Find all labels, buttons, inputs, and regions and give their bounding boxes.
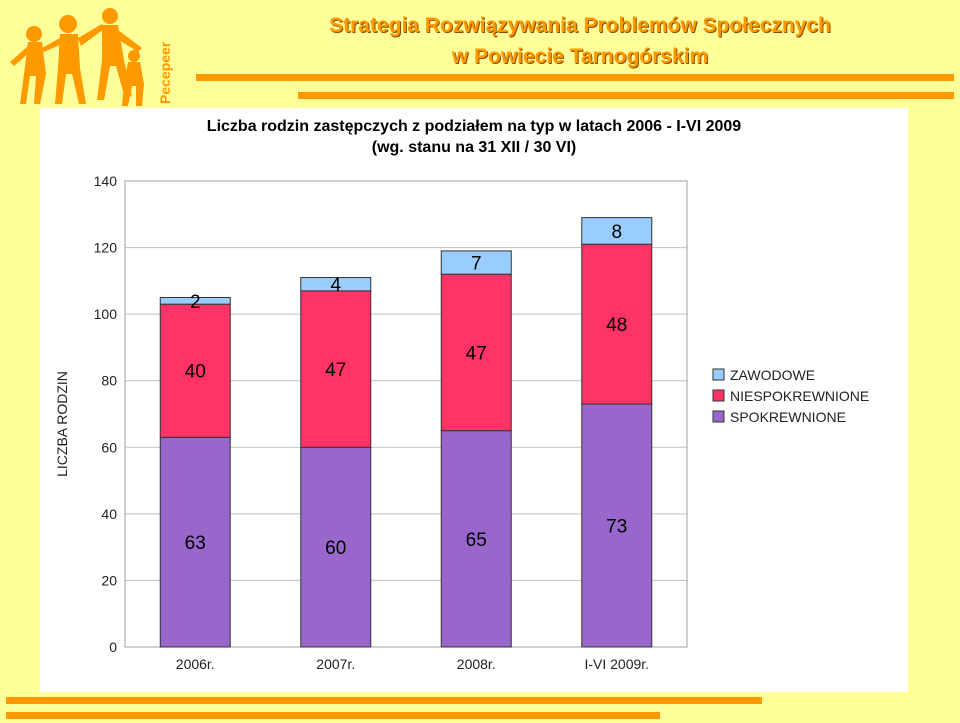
footer-stripe-2	[6, 712, 660, 719]
bar-segment	[581, 403, 653, 648]
bar-segment	[159, 303, 231, 438]
chart-title-line2: (wg. stanu na 31 XII / 30 VI)	[371, 139, 577, 156]
bar-segment	[159, 297, 231, 305]
y-tick-label: 80	[101, 373, 117, 389]
page-title-line1: Strategia Rozwiązywania Problemów Społec…	[329, 14, 831, 37]
bar-segment	[440, 273, 512, 432]
x-tick-label: I-VI 2009r.	[584, 656, 649, 672]
chart-title-line1: Liczba rodzin zastępczych z podziałem na…	[206, 118, 742, 135]
bar-segment	[440, 430, 512, 648]
data-label: 8	[611, 222, 622, 243]
bar-segment	[300, 277, 372, 292]
legend-swatch	[712, 410, 725, 423]
data-label: 47	[325, 360, 346, 381]
chart-title: Liczba rodzin zastępczych z podziałem na…	[40, 116, 908, 158]
data-label: 40	[185, 362, 206, 383]
data-label: 2	[190, 292, 201, 313]
logo-text: Pecepeer	[157, 41, 173, 104]
y-tick-label: 60	[101, 439, 117, 455]
legend-swatch	[712, 368, 725, 381]
bar-segment	[159, 436, 231, 648]
data-label: 65	[466, 530, 487, 551]
y-tick-label: 120	[94, 240, 118, 256]
page-title: Strategia Rozwiązywania Problemów Społec…	[200, 10, 960, 72]
y-tick-label: 40	[101, 506, 117, 522]
header-stripe-2	[298, 92, 954, 99]
y-tick-label: 140	[94, 173, 118, 189]
logo: Pecepeer	[6, 4, 176, 108]
legend-label: ZAWODOWE	[730, 367, 815, 383]
data-label: 4	[330, 275, 341, 296]
bar-segment	[581, 217, 653, 245]
page-title-line2: w Powiecie Tarnogórskim	[451, 45, 709, 68]
legend-swatch	[712, 389, 725, 402]
legend-label: SPOKREWNIONE	[730, 409, 846, 425]
bar-segment	[300, 446, 372, 648]
x-tick-label: 2006r.	[176, 656, 215, 672]
y-tick-label: 100	[94, 306, 118, 322]
chart-panel: Liczba rodzin zastępczych z podziałem na…	[40, 108, 908, 692]
data-label: 73	[606, 517, 627, 538]
data-label: 47	[466, 343, 487, 364]
x-tick-label: 2008r.	[457, 656, 496, 672]
legend-label: NIESPOKREWNIONE	[730, 388, 869, 404]
plot-area	[124, 180, 688, 648]
data-label: 48	[606, 315, 627, 336]
bar-segment	[440, 250, 512, 275]
bar-segment	[300, 290, 372, 448]
stacked-bar-chart: 0 20 40 60 80 100 120 140 LICZBA RODZIN 63 40 2 2006…	[54, 173, 869, 672]
data-label: 60	[325, 538, 346, 559]
x-tick-label: 2007r.	[316, 656, 355, 672]
y-tick-label: 0	[109, 639, 117, 655]
data-label: 63	[185, 533, 206, 554]
footer-stripe-1	[6, 697, 762, 704]
y-tick-label: 20	[101, 572, 117, 588]
data-label: 7	[471, 254, 482, 275]
bar-segment	[581, 243, 653, 405]
y-axis-label: LICZBA RODZIN	[54, 371, 70, 477]
header-stripe-1	[196, 74, 954, 81]
dancing-figures-logo-icon: Pecepeer	[10, 8, 173, 106]
